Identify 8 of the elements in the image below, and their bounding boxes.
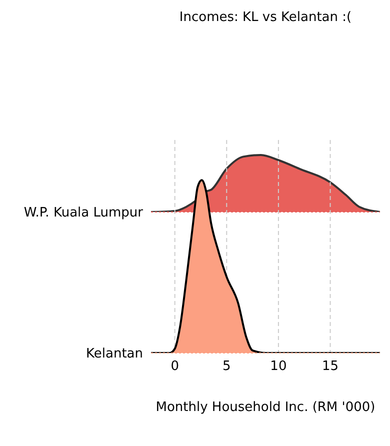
series-label: Kelantan (86, 346, 143, 362)
x-tick-label: 10 (270, 359, 287, 374)
chart-title: Incomes: KL vs Kelantan :( (178, 10, 353, 25)
x-tick-label: 5 (222, 359, 231, 374)
x-tick-label: 0 (170, 359, 179, 374)
x-axis-title: Monthly Household Inc. (RM '000) (156, 400, 376, 415)
x-tick-label: 15 (322, 359, 339, 374)
series-label: W.P. Kuala Lumpur (24, 206, 144, 221)
